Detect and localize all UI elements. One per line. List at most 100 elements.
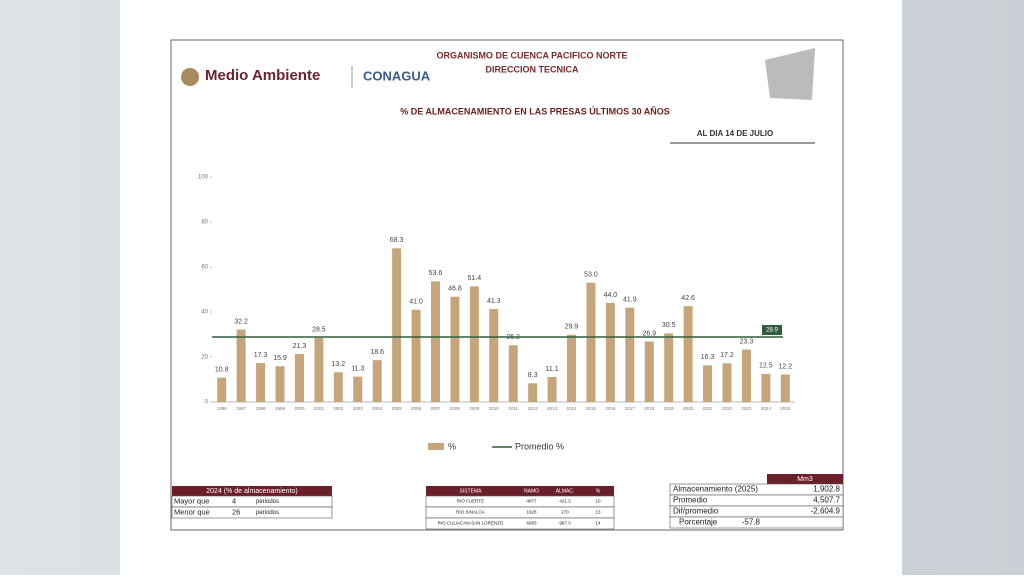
logo-text: Medio Ambiente <box>205 67 320 84</box>
x-tick-label: 2017 <box>625 406 636 411</box>
table-cell: periodos <box>256 499 279 505</box>
bar <box>430 281 440 402</box>
bar <box>683 306 693 402</box>
table-cell: 421.3 <box>559 499 571 504</box>
bar <box>741 349 751 402</box>
bar <box>333 372 343 402</box>
bar <box>625 307 635 402</box>
table-header <box>172 486 332 496</box>
table-cell: Promedio <box>673 496 708 505</box>
bar <box>664 333 674 402</box>
data-label: 29.9 <box>565 324 579 331</box>
legend-label: % <box>448 441 456 451</box>
chart-title: % DE ALMACENAMIENTO EN LAS PRESAS ÚLTIMO… <box>400 105 670 116</box>
table-header-text: ALMAC. <box>556 488 575 494</box>
table-cell: 14 <box>595 521 601 526</box>
x-tick-label: 2016 <box>605 406 616 411</box>
x-tick-label: 2009 <box>469 406 480 411</box>
data-label: 53.6 <box>429 270 443 277</box>
data-label: 28.5 <box>312 327 326 334</box>
bar <box>294 354 304 402</box>
x-tick-label: 2000 <box>294 406 305 411</box>
data-label: 41.3 <box>487 298 501 305</box>
bar <box>392 248 402 402</box>
table-cell: -2,604.9 <box>811 507 841 516</box>
table-header <box>426 486 614 496</box>
x-tick-label: 1998 <box>256 406 267 411</box>
table-cell: 26 <box>232 507 240 516</box>
table-cell: 10 <box>595 499 601 504</box>
bar <box>722 363 732 402</box>
table-cell: 4877 <box>526 499 537 504</box>
bar <box>275 366 285 402</box>
x-tick-label: 2015 <box>586 406 597 411</box>
table-cell: 4,507.7 <box>813 496 840 505</box>
x-tick-label: 2022 <box>722 406 733 411</box>
x-tick-label: 2001 <box>314 406 325 411</box>
table-cell: Almacenamiento (2025) <box>673 485 758 494</box>
table-cell: Menor que <box>174 507 210 516</box>
y-tick-label: 40 <box>201 310 208 316</box>
table-row <box>425 506 615 519</box>
data-label: 15.9 <box>273 355 287 362</box>
table-cell: 4 <box>232 496 236 505</box>
table-cell: 987.3 <box>559 521 571 526</box>
x-tick-label: 2018 <box>644 406 655 411</box>
data-label: 41.9 <box>623 297 637 304</box>
x-tick-label: 2003 <box>353 406 364 411</box>
y-tick-label: 100 <box>198 175 209 181</box>
data-label: 41.0 <box>409 299 423 306</box>
x-tick-label: 1996 <box>217 406 228 411</box>
data-label: 8.3 <box>528 372 538 379</box>
x-tick-label: 2004 <box>372 406 383 411</box>
y-tick-label: 60 <box>201 265 208 271</box>
y-tick-label: 20 <box>201 355 208 361</box>
table-header <box>767 474 843 484</box>
x-tick-label: 1997 <box>236 406 247 411</box>
x-tick-label: 2012 <box>528 406 539 411</box>
x-tick-label: 2010 <box>489 406 500 411</box>
average-box <box>762 324 782 335</box>
data-label: 12.5 <box>759 363 773 370</box>
x-tick-label: 2024 <box>761 406 772 411</box>
x-tick-label: 2023 <box>741 406 752 411</box>
table-cell: 270 <box>561 510 569 515</box>
legend-label: Promedio % <box>515 441 564 451</box>
table-cell: 1,902.8 <box>813 485 840 494</box>
x-tick-label: 2020 <box>683 406 694 411</box>
bar <box>217 377 227 402</box>
org-title: ORGANISMO DE CUENCA PACIFICO NORTE <box>436 50 627 60</box>
table-cell: Porcentaje <box>679 518 718 527</box>
table-cell: Dif/promedio <box>673 507 719 516</box>
bar <box>780 374 790 402</box>
data-label: 12.2 <box>778 363 792 370</box>
table-cell: 1928 <box>526 510 537 515</box>
bar <box>469 286 479 402</box>
bar <box>236 329 246 402</box>
table-header-text: NAMO <box>524 488 539 494</box>
logo-text: CONAGUA <box>363 68 431 83</box>
frame <box>170 39 844 531</box>
data-label: 46.8 <box>448 286 462 293</box>
bar <box>372 360 382 402</box>
table-cell: 6983 <box>526 521 537 526</box>
table-cell: periodos <box>256 510 279 516</box>
average-label: 28.9 <box>766 328 778 334</box>
table-row <box>171 506 333 519</box>
x-tick-label: 2014 <box>567 406 578 411</box>
data-label: 26.9 <box>642 330 656 337</box>
table-cell: RIO FUERTE <box>457 499 484 504</box>
x-tick-label: 2019 <box>664 406 675 411</box>
x-tick-label: 2002 <box>333 406 344 411</box>
table-cell: RIO SINALOA <box>456 510 485 515</box>
bar <box>644 341 654 402</box>
bar <box>508 345 518 402</box>
table-row <box>425 495 615 508</box>
data-label: 13.2 <box>332 361 346 368</box>
data-label: 10.8 <box>215 367 229 374</box>
table-row <box>669 516 844 529</box>
data-label: 17.2 <box>720 352 734 359</box>
table-cell: -57.8 <box>742 518 761 527</box>
data-label: 18.6 <box>370 349 384 356</box>
